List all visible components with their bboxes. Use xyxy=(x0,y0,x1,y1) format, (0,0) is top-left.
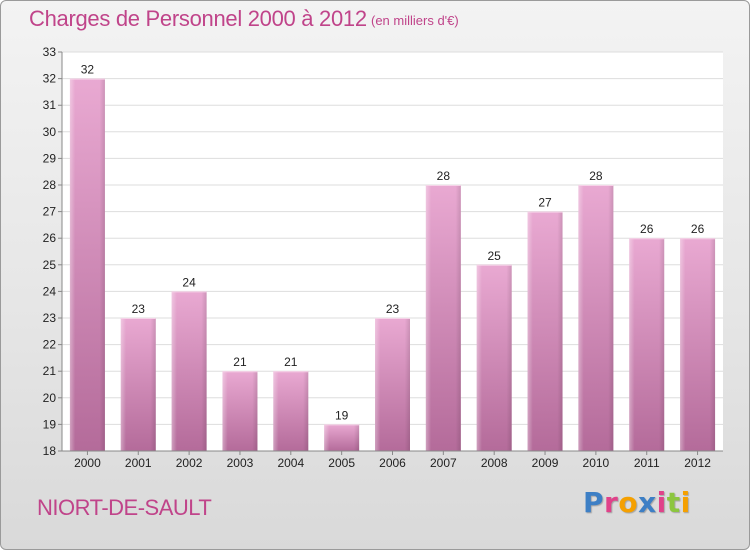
bar-shading xyxy=(578,185,614,451)
bar-shading xyxy=(680,238,716,451)
data-label: 25 xyxy=(488,249,502,263)
chart-title: Charges de Personnel 2000 à 2012 xyxy=(29,6,367,31)
bar-shading xyxy=(222,371,258,451)
logo-letter: x xyxy=(638,486,657,519)
bar-shading xyxy=(171,291,207,451)
bar-shading xyxy=(120,318,156,451)
data-label: 23 xyxy=(132,302,146,316)
x-tick-label: 2001 xyxy=(125,456,152,470)
y-tick-label: 23 xyxy=(43,311,57,325)
y-tick-label: 21 xyxy=(43,364,57,378)
y-tick-label: 28 xyxy=(43,178,57,192)
logo-letter: r xyxy=(604,486,619,519)
x-tick-label: 2010 xyxy=(583,456,610,470)
y-tick-label: 29 xyxy=(43,151,57,165)
y-tick-label: 18 xyxy=(43,444,57,458)
y-tick-label: 26 xyxy=(43,231,57,245)
y-tick-label: 25 xyxy=(43,258,57,272)
bar-shading xyxy=(476,264,512,451)
data-label: 26 xyxy=(640,222,654,236)
logo-letter: t xyxy=(666,486,681,519)
bar-shading xyxy=(629,238,665,451)
proxiti-logo[interactable]: Proxiti xyxy=(583,486,691,519)
bars xyxy=(69,78,716,451)
data-label: 27 xyxy=(538,196,552,210)
data-label: 28 xyxy=(437,169,451,183)
x-tick-label: 2012 xyxy=(684,456,711,470)
x-tick-label: 2011 xyxy=(634,456,660,470)
data-labels: 32 23 24 21 21 19 23 28 25 27 28 26 26 xyxy=(81,63,705,423)
data-label: 23 xyxy=(386,302,400,316)
data-label: 24 xyxy=(182,275,196,289)
y-tick-label: 31 xyxy=(43,98,57,112)
x-tick-label: 2008 xyxy=(481,456,508,470)
y-tick-label: 30 xyxy=(43,125,57,139)
bar-shading xyxy=(527,211,563,451)
y-tick-label: 24 xyxy=(43,284,57,298)
y-tick-label: 22 xyxy=(43,338,57,352)
data-label: 21 xyxy=(284,355,298,369)
logo-letter: i xyxy=(656,486,667,519)
data-label: 19 xyxy=(335,408,349,422)
chart-subtitle: (en milliers d'€) xyxy=(371,13,459,28)
logo-letter: P xyxy=(583,486,605,519)
x-tick-label: 2000 xyxy=(74,456,101,470)
y-tick-label: 33 xyxy=(43,45,57,59)
x-tick-label: 2002 xyxy=(176,456,203,470)
x-tick-label: 2006 xyxy=(379,456,406,470)
data-label: 28 xyxy=(589,169,603,183)
bar-shading xyxy=(69,78,105,451)
y-tick-label: 27 xyxy=(43,205,57,219)
data-label: 32 xyxy=(81,63,95,77)
data-label: 21 xyxy=(233,355,247,369)
axes: 18 19 20 21 22 23 24 25 26 27 28 29 30 31 32 33 2000 2001… xyxy=(43,45,723,470)
logo-letter: o xyxy=(618,486,639,519)
y-tick-label: 20 xyxy=(43,391,57,405)
x-tick-label: 2004 xyxy=(277,456,304,470)
x-tick-label: 2003 xyxy=(227,456,254,470)
bar-shading xyxy=(375,318,410,451)
bar-shading xyxy=(273,371,309,451)
data-label: 26 xyxy=(691,222,705,236)
y-tick-label: 32 xyxy=(43,72,57,86)
x-tick-label: 2009 xyxy=(532,456,559,470)
bar-shading xyxy=(425,185,461,451)
y-tick-label: 19 xyxy=(43,417,57,431)
commune-name: NIORT-DE-SAULT xyxy=(37,495,212,520)
bar-shading xyxy=(324,424,360,451)
x-tick-label: 2005 xyxy=(328,456,355,470)
x-tick-label: 2007 xyxy=(430,456,457,470)
logo-letter: i xyxy=(680,486,691,519)
